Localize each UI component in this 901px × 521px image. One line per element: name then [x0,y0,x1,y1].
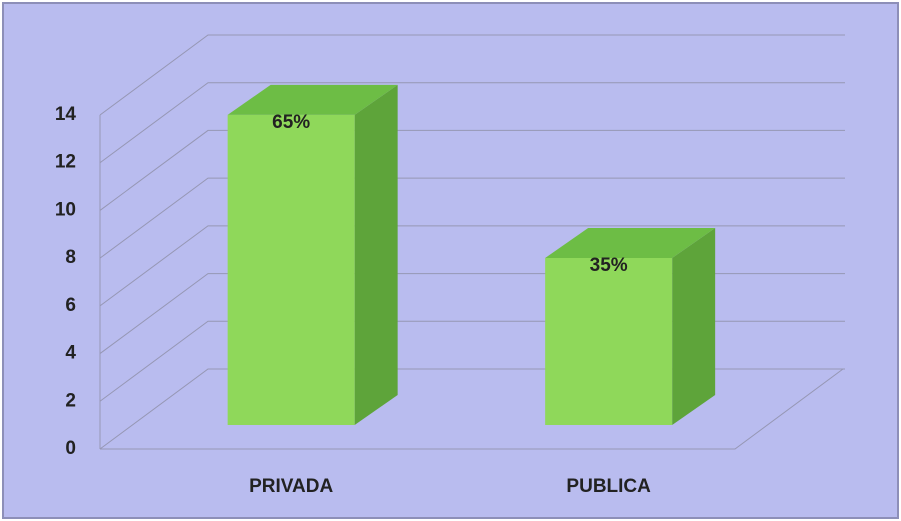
y-tick-label: 2 [65,390,76,411]
bar-side [672,228,716,425]
grid-line [99,225,845,307]
grid-line [99,34,845,116]
grid-line [99,129,845,211]
grid-line [99,82,845,164]
y-tick-label: 8 [65,247,76,268]
bar-top [227,84,398,115]
bar-top [545,228,716,258]
y-tick-label: 6 [65,295,76,316]
y-tick-label: 12 [55,152,76,173]
bar [545,258,673,425]
data-label: 65% [272,112,310,133]
bar [227,114,355,425]
data-label: 35% [590,255,628,276]
x-tick-label: PUBLICA [566,476,651,497]
y-tick-label: 0 [65,438,76,459]
floor-edge [100,368,844,450]
y-tick-label: 14 [55,104,77,125]
y-tick-label: 4 [65,343,76,364]
bar-side [354,84,398,425]
y-tick-label: 10 [55,199,76,220]
grid-line [99,177,845,259]
x-tick-label: PRIVADA [249,476,333,497]
